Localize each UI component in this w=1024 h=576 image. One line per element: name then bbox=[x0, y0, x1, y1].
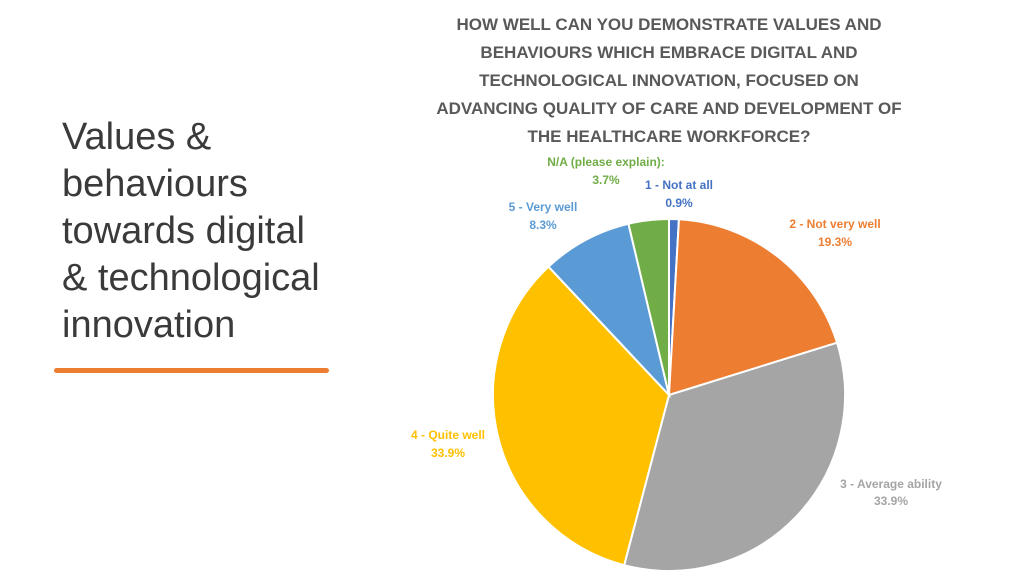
slice-category-label: N/A (please explain): bbox=[547, 155, 665, 169]
pie-slice-2-not-very-well bbox=[667, 218, 839, 397]
slide-title-line: & technological bbox=[62, 257, 320, 299]
chart-title-line: BEHAVIOURS WHICH EMBRACE DIGITAL AND bbox=[480, 43, 857, 62]
chart-title-line: THE HEALTHCARE WORKFORCE? bbox=[528, 127, 811, 146]
slide-title-line: towards digital bbox=[62, 210, 305, 252]
slice-category-label: 1 - Not at all bbox=[645, 178, 713, 192]
chart-title: HOW WELL CAN YOU DEMONSTRATE VALUES AND … bbox=[436, 15, 901, 146]
slice-category-label: 5 - Very well bbox=[509, 200, 578, 214]
title-accent-rule bbox=[54, 368, 329, 373]
slice-value-label: 33.9% bbox=[431, 446, 465, 460]
slice-category-label: 4 - Quite well bbox=[411, 428, 485, 442]
slice-value-label: 0.9% bbox=[665, 196, 693, 210]
pie-slice-3-average-ability bbox=[622, 341, 846, 572]
pie-labels: 1 - Not at all 0.9% 2 - Not very well 19.3%… bbox=[411, 155, 942, 508]
pie-slice-n-a-please-explain bbox=[627, 217, 670, 396]
chart-title-line: ADVANCING QUALITY OF CARE AND DEVELOPMEN… bbox=[436, 99, 901, 118]
slice-category-label: 2 - Not very well bbox=[789, 217, 880, 231]
slice-category-label: 3 - Average ability bbox=[840, 477, 942, 491]
chart-title-line: HOW WELL CAN YOU DEMONSTRATE VALUES AND bbox=[457, 15, 882, 34]
slice-value-label: 3.7% bbox=[592, 173, 620, 187]
slide-title-line: behaviours bbox=[62, 163, 248, 205]
pie-slice-5-very-well bbox=[547, 222, 671, 399]
slice-value-label: 33.9% bbox=[874, 494, 908, 508]
pie-slice-4-quite-well bbox=[492, 265, 671, 567]
slide-title-line: Values & bbox=[62, 116, 212, 158]
slice-value-label: 19.3% bbox=[818, 235, 852, 249]
slice-value-label: 8.3% bbox=[529, 218, 557, 232]
pie-slices bbox=[492, 217, 846, 572]
chart-title-line: TECHNOLOGICAL INNOVATION, FOCUSED ON bbox=[479, 71, 859, 90]
slide-title-line: innovation bbox=[62, 304, 236, 346]
slide-title: Values & behaviours towards digital & te… bbox=[62, 114, 362, 349]
